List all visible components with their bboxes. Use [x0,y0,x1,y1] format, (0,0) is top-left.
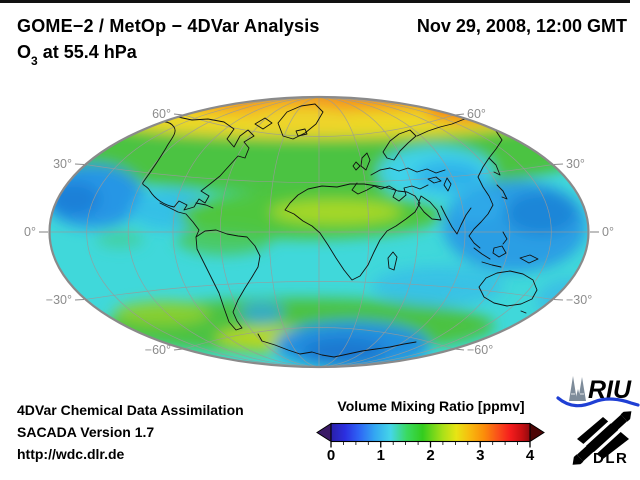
page-title: GOME−2 / MetOp − 4DVar Analysis [17,16,320,36]
riu-wave-icon [556,396,640,408]
top-border-bar [0,0,630,3]
subtitle-level: at 55.4 hPa [37,42,137,62]
coastlines [142,103,553,358]
lat-label-right-m30: −30° [566,293,592,307]
page-subtitle: O3 at 55.4 hPa [17,42,137,68]
colorbar-tick-4: 4 [525,447,535,464]
colorbar-tick-2: 2 [426,447,435,464]
lat-label-right-60: 60° [467,107,486,121]
lat-label-left-0: 0° [24,225,36,239]
colorbar-right-arrow-icon [529,422,545,443]
footer-line-version: SACADA Version 1.7 [17,424,155,440]
footer-line-url: http://wdc.dlr.de [17,446,125,462]
lat-label-right-0: 0° [602,225,614,239]
colorbar-tick-0: 0 [326,447,336,464]
cathedral-icon [569,376,586,401]
subtitle-species: O [17,42,32,62]
timestamp-label: Nov 29, 2008, 12:00 GMT [416,16,627,36]
colorbar-tick-3: 3 [476,447,485,464]
footer-line-assimilation: 4DVar Chemical Data Assimilation [17,402,244,418]
graticule [50,97,588,367]
lat-label-left-30: 30° [53,157,72,171]
latitude-ticks [39,113,599,351]
colorbar-left-arrow-icon [316,422,332,443]
dlr-star-icon [568,406,636,470]
colorbar-ticks [330,442,531,448]
dlr-logo-text: DLR [593,450,628,467]
colorbar-tick-1: 1 [376,447,385,464]
lat-label-left-60: 60° [152,107,171,121]
colorbar [316,422,545,448]
lat-label-left-m60: −60° [145,343,171,357]
subtitle-subscript: 3 [31,53,38,68]
map-rim [48,95,590,369]
latitude-labels: 60° 30° 0° −30° −60° 60° 30° 0° −30° −60… [24,107,614,357]
colorbar-gradient [330,422,531,443]
lat-label-right-m60: −60° [467,343,493,357]
riu-logo: RIU [556,376,640,408]
dlr-logo: DLR [568,406,636,470]
colorbar-title: Volume Mixing Ratio [ppmv] [337,398,525,414]
lat-label-right-30: 30° [566,157,585,171]
lat-label-left-m30: −30° [46,293,72,307]
